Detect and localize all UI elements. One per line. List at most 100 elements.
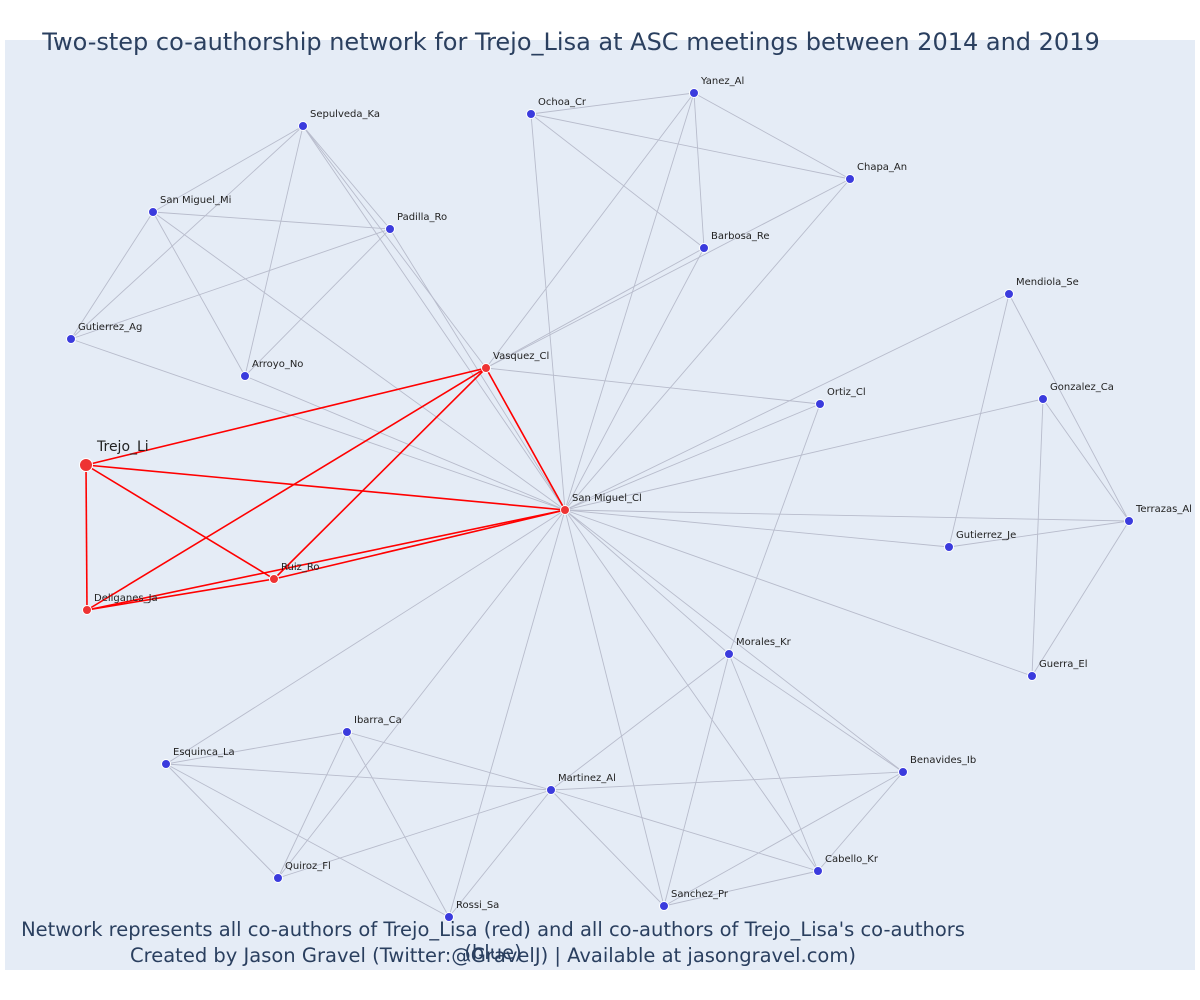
edge-mendiola-se-san-miguel-cl: [564, 293, 1010, 511]
edge-terrazas-al-gutierrez-je: [948, 520, 1130, 548]
edge-trejo-li-san-miguel-cl: [85, 464, 566, 511]
node-quiroz-fl[interactable]: [273, 873, 283, 883]
node-guerra-el[interactable]: [1027, 671, 1037, 681]
node-label-martinez-al: Martinez_Al: [558, 773, 616, 784]
edge-terrazas-al-guerra-el: [1031, 520, 1130, 677]
edge-gonzalez-ca-san-miguel-cl: [564, 398, 1044, 511]
node-terrazas-al[interactable]: [1124, 516, 1134, 526]
edge-vasquez-cl-ortiz-cl: [485, 367, 821, 405]
edge-benavides-ib-cabello-kr: [817, 771, 904, 872]
node-label-sepulveda-ka: Sepulveda_Ka: [310, 109, 380, 120]
node-label-morales-kr: Morales_Kr: [736, 637, 792, 648]
node-label-san-miguel-cl: San Miguel_Cl: [572, 493, 642, 504]
edge-terrazas-al-san-miguel-cl: [564, 509, 1130, 522]
node-label-chapa-an: Chapa_An: [857, 162, 907, 173]
edge-morales-kr-sanchez-pr: [663, 653, 730, 907]
node-label-ochoa-cr: Ochoa_Cr: [538, 97, 587, 108]
node-label-guerra-el: Guerra_El: [1039, 659, 1088, 670]
node-san-miguel-cl[interactable]: [560, 505, 570, 515]
node-esquinca-la[interactable]: [161, 759, 171, 769]
edge-deliganes-ja-ruiz-ro: [86, 578, 275, 611]
edge-sepulveda-ka-vasquez-cl: [302, 125, 487, 369]
node-gonzalez-ca[interactable]: [1038, 394, 1048, 404]
edge-martinez-al-quiroz-fl: [277, 789, 552, 879]
node-ruiz-ro[interactable]: [269, 574, 279, 584]
node-benavides-ib[interactable]: [898, 767, 908, 777]
node-label-gonzalez-ca: Gonzalez_Ca: [1050, 382, 1114, 393]
node-ortiz-cl[interactable]: [815, 399, 825, 409]
node-padilla-ro[interactable]: [385, 224, 395, 234]
edge-ochoa-cr-san-miguel-cl: [530, 113, 566, 511]
edge-benavides-ib-san-miguel-cl: [564, 509, 904, 773]
edge-arroyo-no-san-miguel-cl: [244, 375, 566, 511]
edge-trejo-li-vasquez-cl: [85, 367, 487, 466]
node-label-gutierrez-je: Gutierrez_Je: [956, 530, 1016, 541]
edge-vasquez-cl-san-miguel-cl: [485, 367, 566, 511]
edge-san-miguel-mi-arroyo-no: [152, 211, 246, 377]
node-vasquez-cl[interactable]: [481, 363, 491, 373]
edge-chapa-an-vasquez-cl: [485, 178, 851, 369]
edge-barbosa-re-san-miguel-cl: [564, 247, 705, 511]
node-label-yanez-al: Yanez_Al: [700, 76, 744, 87]
node-label-esquinca-la: Esquinca_La: [173, 747, 235, 758]
node-sepulveda-ka[interactable]: [298, 121, 308, 131]
node-label-padilla-ro: Padilla_Ro: [397, 212, 447, 223]
edge-martinez-al-esquinca-la: [165, 763, 552, 791]
edge-morales-kr-benavides-ib: [728, 653, 904, 773]
edge-trejo-li-ruiz-ro: [85, 464, 275, 580]
edge-yanez-al-chapa-an: [693, 92, 851, 180]
edge-cabello-kr-martinez-al: [550, 789, 819, 872]
edges-layer: [70, 92, 1130, 918]
caption-line-1: Network represents all co-authors of Tre…: [21, 918, 965, 964]
edge-yanez-al-barbosa-re: [693, 92, 705, 249]
edge-gutierrez-ag-san-miguel-cl: [70, 338, 566, 511]
node-label-rossi-sa: Rossi_Sa: [456, 900, 499, 911]
edge-san-miguel-mi-padilla-ro: [152, 211, 391, 230]
node-label-san-miguel-mi: San Miguel_Mi: [160, 195, 231, 206]
edge-sepulveda-ka-padilla-ro: [302, 125, 391, 230]
node-gutierrez-je[interactable]: [944, 542, 954, 552]
edge-sepulveda-ka-san-miguel-cl: [302, 125, 566, 511]
edge-sepulveda-ka-gutierrez-ag: [70, 125, 304, 340]
node-label-ortiz-cl: Ortiz_Cl: [827, 387, 866, 398]
edge-deliganes-ja-vasquez-cl: [86, 367, 487, 611]
edge-deliganes-ja-san-miguel-cl: [86, 509, 566, 611]
node-chapa-an[interactable]: [845, 174, 855, 184]
edge-ortiz-cl-san-miguel-cl: [564, 403, 821, 511]
node-martinez-al[interactable]: [546, 785, 556, 795]
node-arroyo-no[interactable]: [240, 371, 250, 381]
node-label-benavides-ib: Benavides_Ib: [910, 755, 976, 766]
edge-san-miguel-mi-san-miguel-cl: [152, 211, 566, 511]
node-mendiola-se[interactable]: [1004, 289, 1014, 299]
node-label-barbosa-re: Barbosa_Re: [711, 231, 770, 242]
edge-ruiz-ro-san-miguel-cl: [273, 509, 566, 580]
node-label-arroyo-no: Arroyo_No: [252, 359, 303, 370]
edge-mendiola-se-terrazas-al: [1008, 293, 1130, 522]
node-cabello-kr[interactable]: [813, 866, 823, 876]
node-ochoa-cr[interactable]: [526, 109, 536, 119]
nodes-layer: [66, 88, 1134, 922]
edge-quiroz-fl-san-miguel-cl: [277, 509, 566, 879]
edge-ibarra-ca-esquinca-la: [165, 731, 348, 765]
edge-ochoa-cr-chapa-an: [530, 113, 851, 180]
node-trejo-li[interactable]: [79, 458, 93, 472]
edge-benavides-ib-martinez-al: [550, 771, 904, 791]
labels-layer: Trejo_Li Deliganes_Ja Ruiz_Ro Vasquez_Cl San…: [78, 76, 1192, 911]
node-rossi-sa[interactable]: [444, 912, 454, 922]
node-ibarra-ca[interactable]: [342, 727, 352, 737]
node-sanchez-pr[interactable]: [659, 901, 669, 911]
caption-line-2: Created by Jason Gravel (Twitter:@Gravel…: [130, 944, 856, 967]
node-yanez-al[interactable]: [689, 88, 699, 98]
node-gutierrez-ag[interactable]: [66, 334, 76, 344]
edge-sepulveda-ka-arroyo-no: [244, 125, 304, 377]
node-label-vasquez-cl: Vasquez_Cl: [493, 351, 549, 362]
plot-area: [5, 40, 1195, 970]
edge-esquinca-la-quiroz-fl: [165, 763, 279, 879]
node-label-terrazas-al: Terrazas_Al: [1135, 504, 1192, 515]
node-deliganes-ja[interactable]: [82, 605, 92, 615]
node-morales-kr[interactable]: [724, 649, 734, 659]
node-san-miguel-mi[interactable]: [148, 207, 158, 217]
edge-cabello-kr-sanchez-pr: [663, 870, 819, 907]
node-barbosa-re[interactable]: [699, 243, 709, 253]
node-label-quiroz-fl: Quiroz_Fl: [285, 861, 331, 872]
